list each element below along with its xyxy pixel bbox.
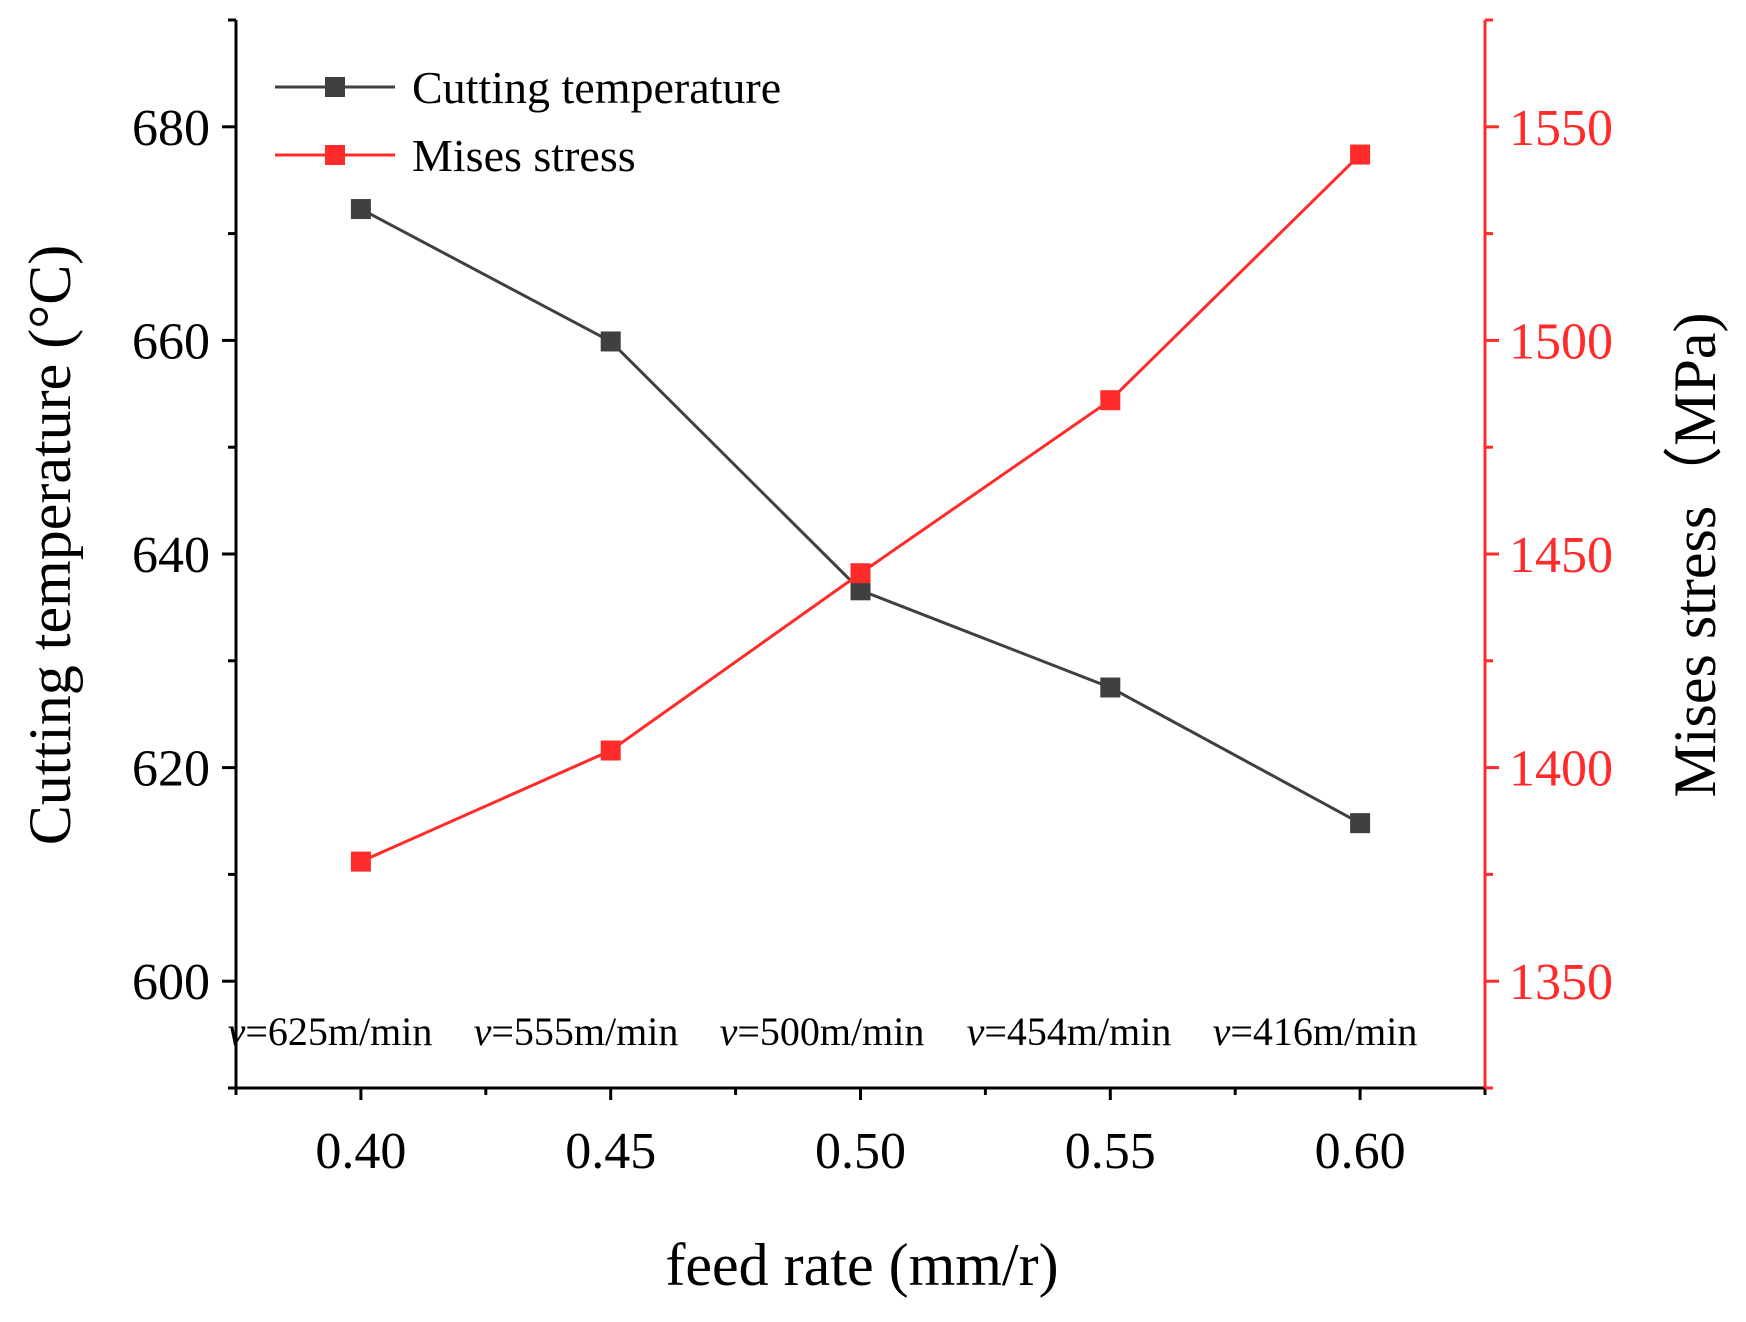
- data-point-cutting-temperature: [1350, 813, 1371, 834]
- speed-annotation: v=625m/min: [228, 1009, 433, 1054]
- x-tick-label: 0.45: [565, 1123, 656, 1180]
- speed-value: =416m/min: [1230, 1009, 1417, 1054]
- x-tick-label: 0.50: [815, 1123, 906, 1180]
- legend-label-cutting-temperature: Cutting temperature: [412, 62, 781, 113]
- left-y-tick-label: 680: [132, 100, 210, 157]
- speed-value: =454m/min: [984, 1009, 1171, 1054]
- data-point-mises-stress: [1100, 390, 1121, 411]
- left-y-tick-label: 640: [132, 527, 210, 584]
- series-line-mises-stress: [360, 153, 1362, 863]
- speed-symbol: v: [720, 1009, 738, 1054]
- speed-annotation: v=555m/min: [474, 1009, 679, 1054]
- speed-value: =625m/min: [245, 1009, 432, 1054]
- x-tick-label: 0.40: [315, 1123, 406, 1180]
- speed-value: =500m/min: [737, 1009, 924, 1054]
- right-y-tick-label: 1500: [1509, 313, 1613, 370]
- data-point-cutting-temperature: [850, 580, 871, 601]
- speed-value: =555m/min: [491, 1009, 678, 1054]
- data-point-mises-stress: [1350, 144, 1371, 165]
- right-y-tick-label: 1450: [1509, 527, 1613, 584]
- data-point-cutting-temperature: [350, 199, 371, 220]
- series-layer: [350, 144, 1371, 872]
- x-tick-label: 0.60: [1315, 1123, 1406, 1180]
- speed-symbol: v: [1213, 1009, 1231, 1054]
- annotation-layer: v=625m/min v=555m/min v=500m/min v=454m/min…: [228, 1009, 1418, 1054]
- left-y-tick-label: 660: [132, 313, 210, 370]
- legend: Cutting temperature Mises stress: [275, 62, 781, 181]
- speed-annotation: v=416m/min: [1213, 1009, 1418, 1054]
- x-axis-title: feed rate (mm/r): [665, 1232, 1058, 1298]
- speed-symbol: v: [474, 1009, 492, 1054]
- right-y-tick-label: 1400: [1509, 741, 1613, 798]
- left-y-tick-label: 620: [132, 741, 210, 798]
- speed-annotation: v=454m/min: [967, 1009, 1172, 1054]
- speed-symbol: v: [967, 1009, 985, 1054]
- data-point-cutting-temperature: [1100, 677, 1121, 698]
- data-point-mises-stress: [600, 740, 621, 761]
- speed-annotation: v=500m/min: [720, 1009, 925, 1054]
- legend-marker-mises-stress: [325, 145, 345, 165]
- right-y-tick-label: 1550: [1509, 100, 1613, 157]
- right-y-tick-label: 1350: [1509, 954, 1613, 1011]
- data-point-cutting-temperature: [600, 331, 621, 352]
- data-point-mises-stress: [350, 851, 371, 872]
- legend-marker-cutting-temperature: [325, 77, 345, 97]
- right-y-axis-title: Mises stress（MPa): [1662, 312, 1728, 797]
- left-y-axis-title: Cutting temperature (°C): [17, 245, 83, 846]
- x-tick-label: 0.55: [1065, 1123, 1156, 1180]
- speed-symbol: v: [228, 1009, 246, 1054]
- data-point-mises-stress: [850, 563, 871, 584]
- legend-label-mises-stress: Mises stress: [412, 130, 636, 181]
- left-y-tick-label: 600: [132, 954, 210, 1011]
- axes-layer: 0.40 0.45 0.50 0.55 0.60 600 620 640 660 680 1350 1…: [132, 18, 1613, 1180]
